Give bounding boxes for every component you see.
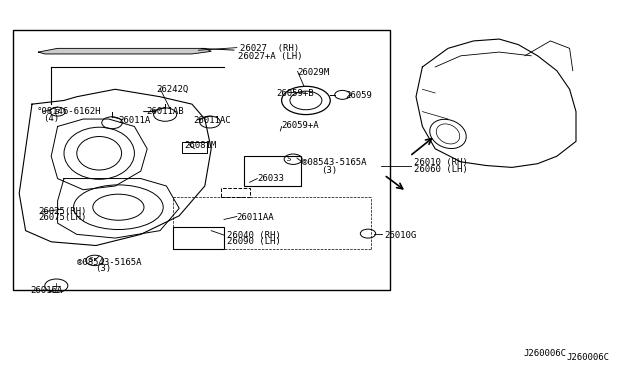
Text: B: B: [55, 109, 60, 115]
Bar: [221, 188, 250, 197]
Bar: [182, 142, 207, 153]
Text: 26025(RH): 26025(RH): [38, 207, 87, 216]
Text: 26027  (RH): 26027 (RH): [240, 44, 299, 53]
Text: 26033: 26033: [257, 174, 284, 183]
Polygon shape: [38, 48, 211, 54]
Text: (3): (3): [95, 264, 111, 273]
Text: J260006C: J260006C: [524, 349, 566, 358]
Bar: [244, 156, 301, 186]
Text: 26059+A: 26059+A: [282, 121, 319, 130]
Text: 26029M: 26029M: [298, 68, 330, 77]
Text: ®08543-5165A: ®08543-5165A: [77, 258, 141, 267]
Text: 26060 (LH): 26060 (LH): [414, 165, 468, 174]
Text: 26011AB: 26011AB: [146, 107, 184, 116]
Text: J260006C: J260006C: [566, 353, 609, 362]
Text: 26081M: 26081M: [184, 141, 216, 150]
Text: 26011A: 26011A: [118, 116, 150, 125]
Text: 26059: 26059: [346, 92, 372, 100]
Text: ®08543-5165A: ®08543-5165A: [302, 158, 367, 167]
Text: (3): (3): [321, 166, 337, 174]
Text: °08146-6162H: °08146-6162H: [37, 107, 102, 116]
Bar: [13, 30, 390, 290]
Bar: [173, 227, 224, 249]
Text: 26027+A (LH): 26027+A (LH): [238, 52, 303, 61]
Text: 26010G: 26010G: [384, 231, 416, 240]
Text: 26059+B: 26059+B: [276, 89, 314, 97]
Text: 26016A: 26016A: [31, 286, 63, 295]
Text: 26040 (RH): 26040 (RH): [227, 231, 281, 240]
Text: 26011AC: 26011AC: [193, 116, 231, 125]
Text: 26075(LH): 26075(LH): [38, 213, 87, 222]
Text: 26090 (LH): 26090 (LH): [227, 237, 281, 246]
Text: 26011AA: 26011AA: [237, 213, 275, 222]
Text: 26242Q: 26242Q: [157, 85, 189, 94]
Text: (4): (4): [44, 114, 60, 123]
Text: S: S: [287, 156, 292, 162]
Text: 26010 (RH): 26010 (RH): [414, 158, 468, 167]
Text: S: S: [88, 257, 93, 263]
